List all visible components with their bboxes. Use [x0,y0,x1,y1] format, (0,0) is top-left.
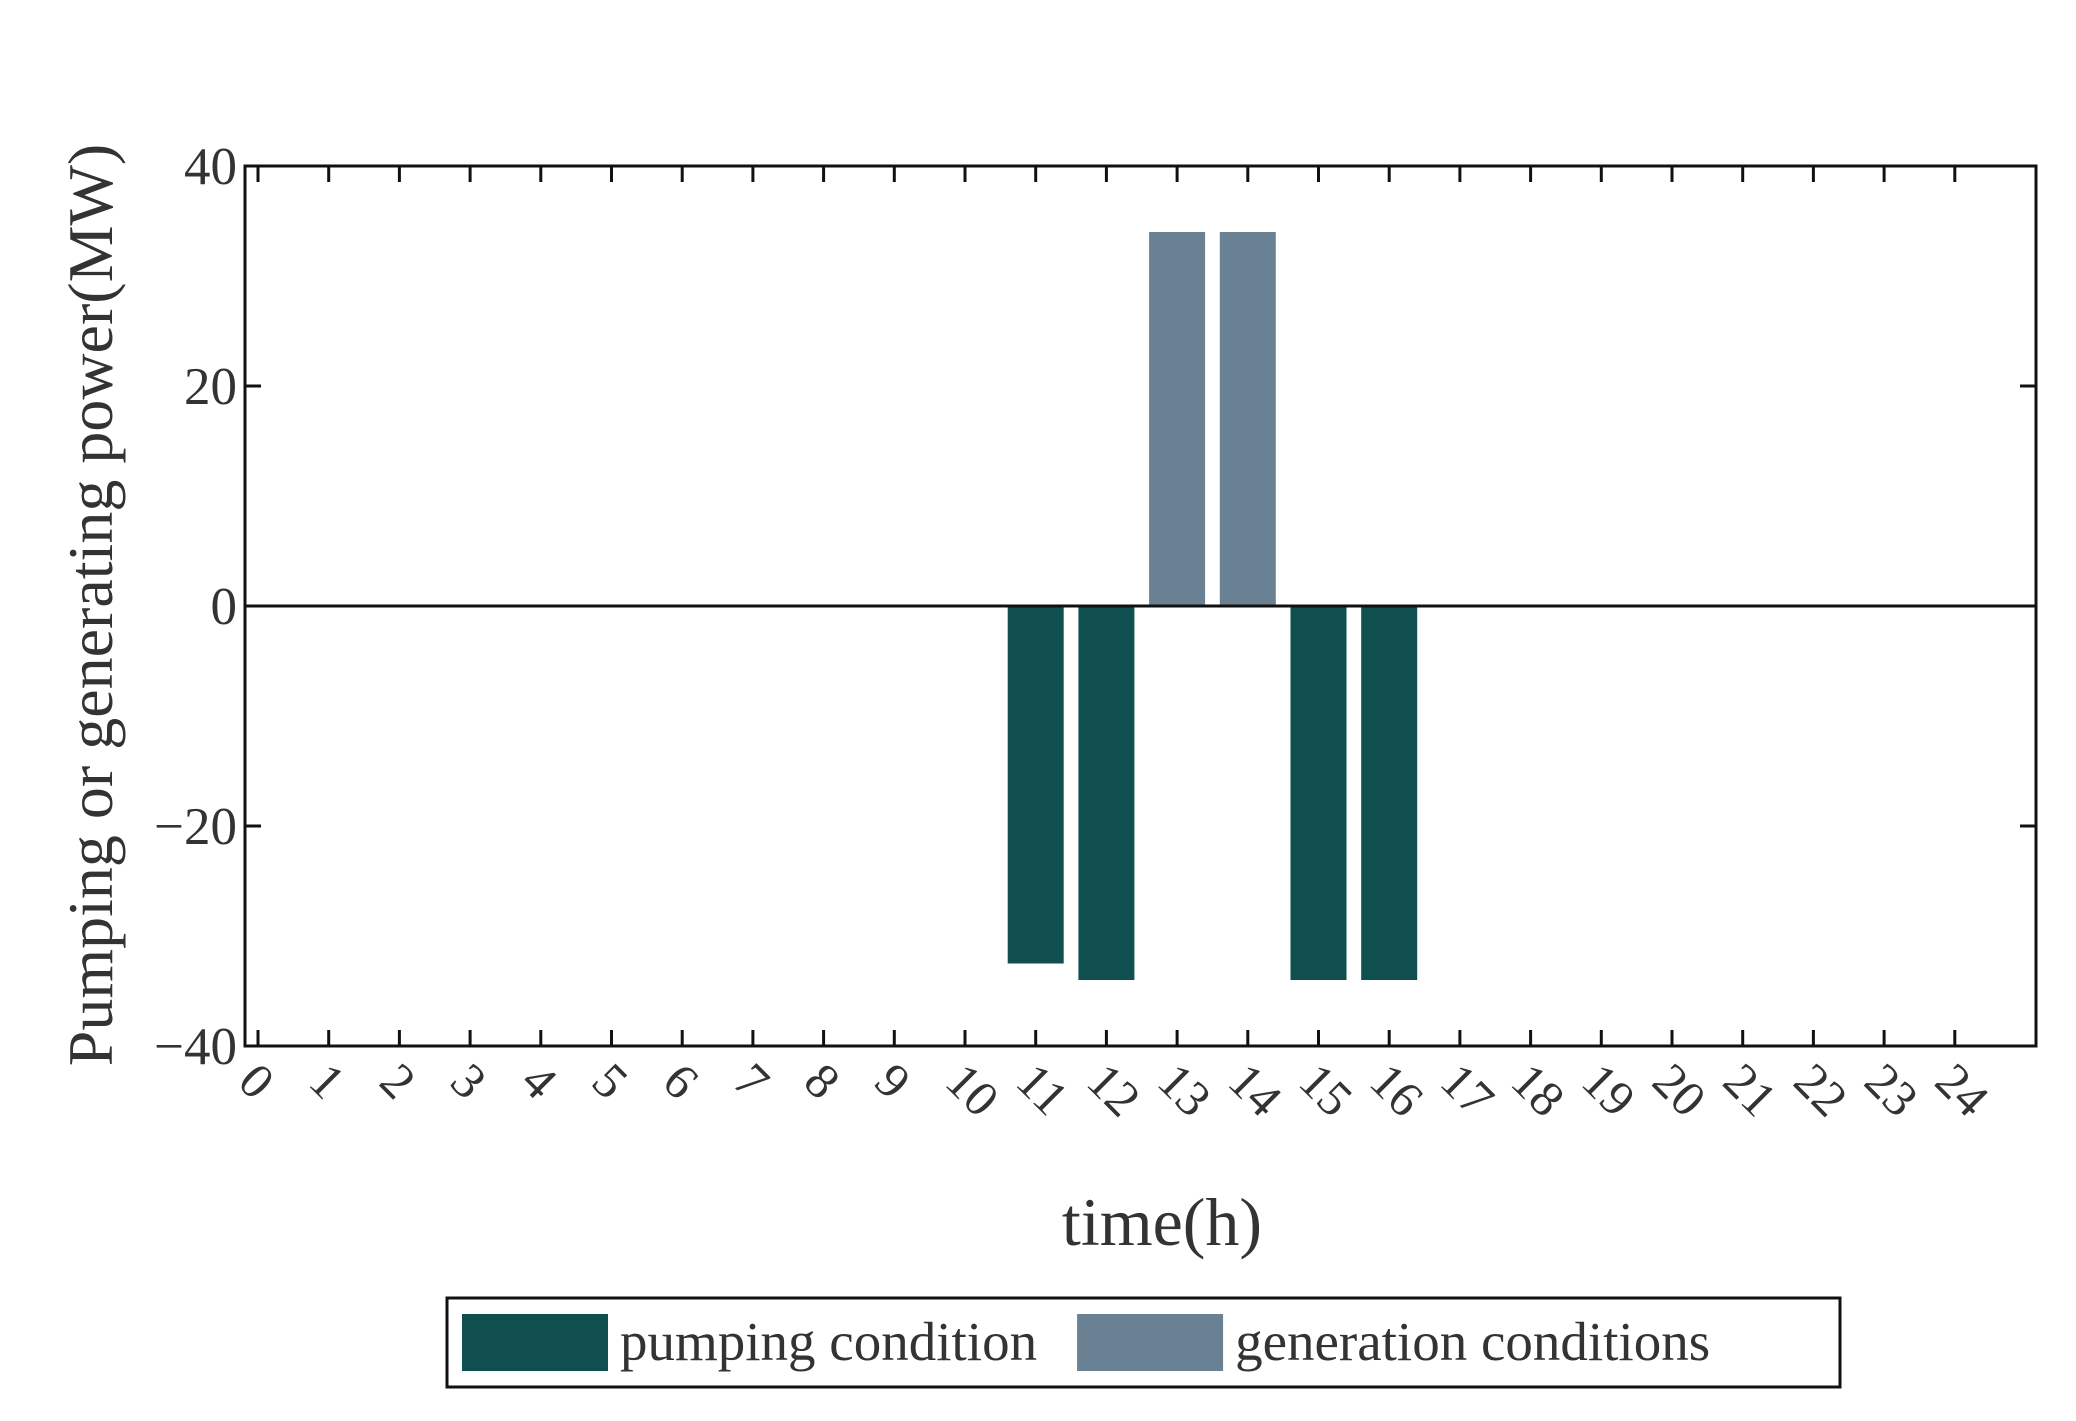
bar [1149,232,1206,606]
x-tick-label: 11 [1006,1052,1080,1126]
x-tick-label: 20 [1642,1052,1717,1127]
x-tick-label: 12 [1077,1052,1152,1127]
bar [1219,232,1276,606]
x-tick-label: 9 [865,1052,922,1109]
x-tick-label: 21 [1713,1052,1788,1127]
x-tick-label: 24 [1925,1052,2000,1127]
legend: pumping condition generation conditions [445,1296,1842,1389]
x-tick-label: 4 [511,1052,568,1109]
x-tick-label: 6 [652,1052,709,1109]
y-axis-label: Pumping or generating power(MW) [55,144,126,1066]
x-tick-label: 7 [723,1052,780,1109]
x-tick-label: 22 [1784,1052,1859,1127]
y-tick-label: −20 [154,798,237,856]
x-tick-label: 1 [299,1052,356,1109]
legend-label: generation conditions [1235,1311,1710,1372]
x-tick-label: 8 [794,1052,851,1109]
bar [1007,606,1064,964]
x-tick-label: 19 [1572,1052,1647,1127]
y-tick-label: 40 [184,138,237,196]
y-tick-label: 20 [184,358,237,416]
x-tick-label: 5 [582,1052,639,1109]
x-tick-label: 16 [1359,1052,1434,1127]
y-tick-label: −40 [154,1018,237,1076]
x-tick-label: 2 [370,1052,427,1109]
plot-frame [243,164,2038,1048]
x-tick-label: 14 [1218,1052,1293,1127]
bar [1361,606,1418,980]
x-axis-label: time(h) [1062,1184,1262,1260]
y-tick-label: 0 [211,578,238,636]
x-tick-label: 18 [1501,1052,1576,1127]
legend-swatch [1077,1314,1224,1371]
x-tick-label: 10 [935,1052,1010,1127]
x-tick-label: 17 [1430,1052,1505,1127]
bar [1078,606,1135,980]
bar [1290,606,1347,980]
x-tick-label: 15 [1289,1052,1364,1127]
x-tick-label: 3 [440,1052,497,1109]
legend-label: pumping condition [620,1311,1037,1372]
legend-swatch [462,1314,608,1371]
x-tick-label: 23 [1854,1052,1929,1127]
x-tick-label: 13 [1147,1052,1222,1127]
